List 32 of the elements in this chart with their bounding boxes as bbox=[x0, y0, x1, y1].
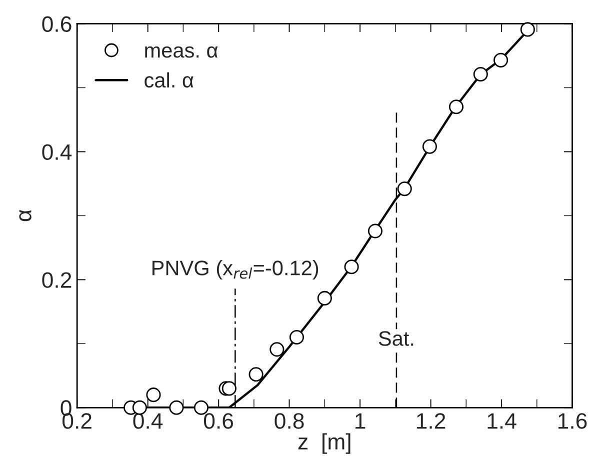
x-tick-label: 0.8 bbox=[274, 413, 304, 429]
ref-line-label: Sat. bbox=[378, 331, 414, 346]
point bbox=[146, 388, 161, 402]
point bbox=[270, 342, 284, 357]
point bbox=[317, 290, 332, 306]
legend-label: meas. α bbox=[145, 46, 218, 58]
point bbox=[344, 260, 359, 274]
point bbox=[422, 139, 437, 154]
x-tick-label: 0.6 bbox=[204, 413, 234, 429]
x-tick-label: 1.2 bbox=[417, 413, 446, 429]
point bbox=[248, 367, 264, 382]
point bbox=[368, 224, 383, 238]
point bbox=[194, 400, 209, 415]
x-tick-label: 1 bbox=[356, 413, 366, 429]
y-tick-label: 0.6 bbox=[42, 16, 72, 32]
point bbox=[473, 66, 488, 82]
point bbox=[448, 100, 464, 114]
point bbox=[289, 330, 304, 345]
y-tick-label: 0.2 bbox=[42, 272, 72, 288]
point bbox=[169, 400, 184, 415]
point bbox=[494, 52, 508, 68]
y-axis-title: α bbox=[19, 210, 32, 222]
x-tick-label: 0.4 bbox=[133, 413, 163, 429]
point bbox=[222, 381, 236, 396]
x-tick-label: 1.6 bbox=[558, 413, 587, 429]
point bbox=[520, 22, 535, 37]
annotation: PNVG (x$_{rel}$=-0.12) bbox=[152, 260, 318, 280]
y-tick-label: 0.4 bbox=[42, 144, 72, 160]
x-tick-label: 1.4 bbox=[488, 413, 516, 429]
x-axis-title: z [m] bbox=[298, 433, 350, 454]
legend-label: cal. α bbox=[144, 72, 194, 88]
point bbox=[397, 182, 412, 196]
